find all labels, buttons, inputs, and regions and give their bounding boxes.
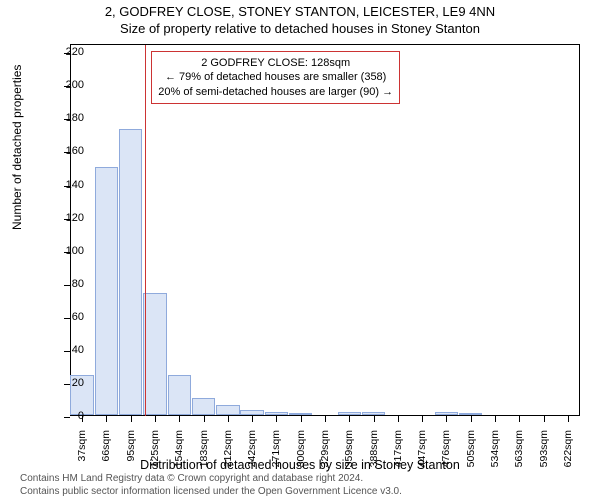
y-tick-label: 220 [66,46,84,58]
chart-page: { "titles": { "line1": "2, GODFREY CLOSE… [0,0,600,500]
y-tick [64,285,70,286]
x-tick [495,416,496,422]
y-tick [64,384,70,385]
x-tick [568,416,569,422]
x-tick [519,416,520,422]
histogram-bar [192,398,215,415]
x-tick [228,416,229,422]
footer-line2: Contains public sector information licen… [20,486,402,499]
plot-frame: 2 GODFREY CLOSE: 128sqm ← 79% of detache… [70,44,580,416]
annotation-line2: ← 79% of detached houses are smaller (35… [158,70,393,84]
histogram-bar [168,375,191,415]
histogram-bar [240,410,263,415]
x-tick [301,416,302,422]
histogram-bar [95,167,118,415]
x-tick [106,416,107,422]
histogram-bar [216,405,239,415]
x-tick [544,416,545,422]
histogram-bar [119,129,142,415]
y-tick-label: 80 [72,278,84,290]
histogram-bar [459,413,482,415]
y-tick-label: 60 [72,311,84,323]
y-tick-label: 180 [66,112,84,124]
marker-line [145,45,146,416]
x-axis-label: Distribution of detached houses by size … [0,458,600,472]
title-address: 2, GODFREY CLOSE, STONEY STANTON, LEICES… [0,4,600,19]
title-subtitle: Size of property relative to detached ho… [0,21,600,36]
y-tick-label: 120 [66,212,84,224]
y-tick-label: 160 [66,145,84,157]
histogram-bar [362,412,385,415]
y-tick-label: 0 [78,410,84,422]
histogram-bar [265,412,288,415]
x-tick [374,416,375,422]
annotation-line3: 20% of semi-detached houses are larger (… [158,85,393,99]
x-tick [204,416,205,422]
x-tick [155,416,156,422]
y-tick [64,417,70,418]
x-tick [131,416,132,422]
histogram-bar [143,293,166,415]
y-tick [64,351,70,352]
chart-titles: 2, GODFREY CLOSE, STONEY STANTON, LEICES… [0,4,600,36]
annotation-box: 2 GODFREY CLOSE: 128sqm ← 79% of detache… [151,51,400,104]
histogram-bar [289,413,312,415]
y-axis-label: Number of detached properties [10,65,24,230]
y-tick-label: 200 [66,79,84,91]
x-tick [179,416,180,422]
x-tick [398,416,399,422]
y-tick [64,318,70,319]
y-tick-label: 140 [66,179,84,191]
x-tick [349,416,350,422]
histogram-bar [338,412,361,415]
x-tick [252,416,253,422]
footer: Contains HM Land Registry data © Crown c… [20,473,402,498]
x-tick [471,416,472,422]
x-tick [422,416,423,422]
histogram-bar [435,412,458,415]
y-tick-label: 100 [66,245,84,257]
x-tick [446,416,447,422]
x-tick [276,416,277,422]
plot-area: 2 GODFREY CLOSE: 128sqm ← 79% of detache… [70,44,580,416]
x-tick [325,416,326,422]
y-tick-label: 40 [72,344,84,356]
y-axis-line [70,45,71,416]
annotation-line1: 2 GODFREY CLOSE: 128sqm [158,56,393,70]
y-tick-label: 20 [72,377,84,389]
footer-line1: Contains HM Land Registry data © Crown c… [20,473,402,486]
